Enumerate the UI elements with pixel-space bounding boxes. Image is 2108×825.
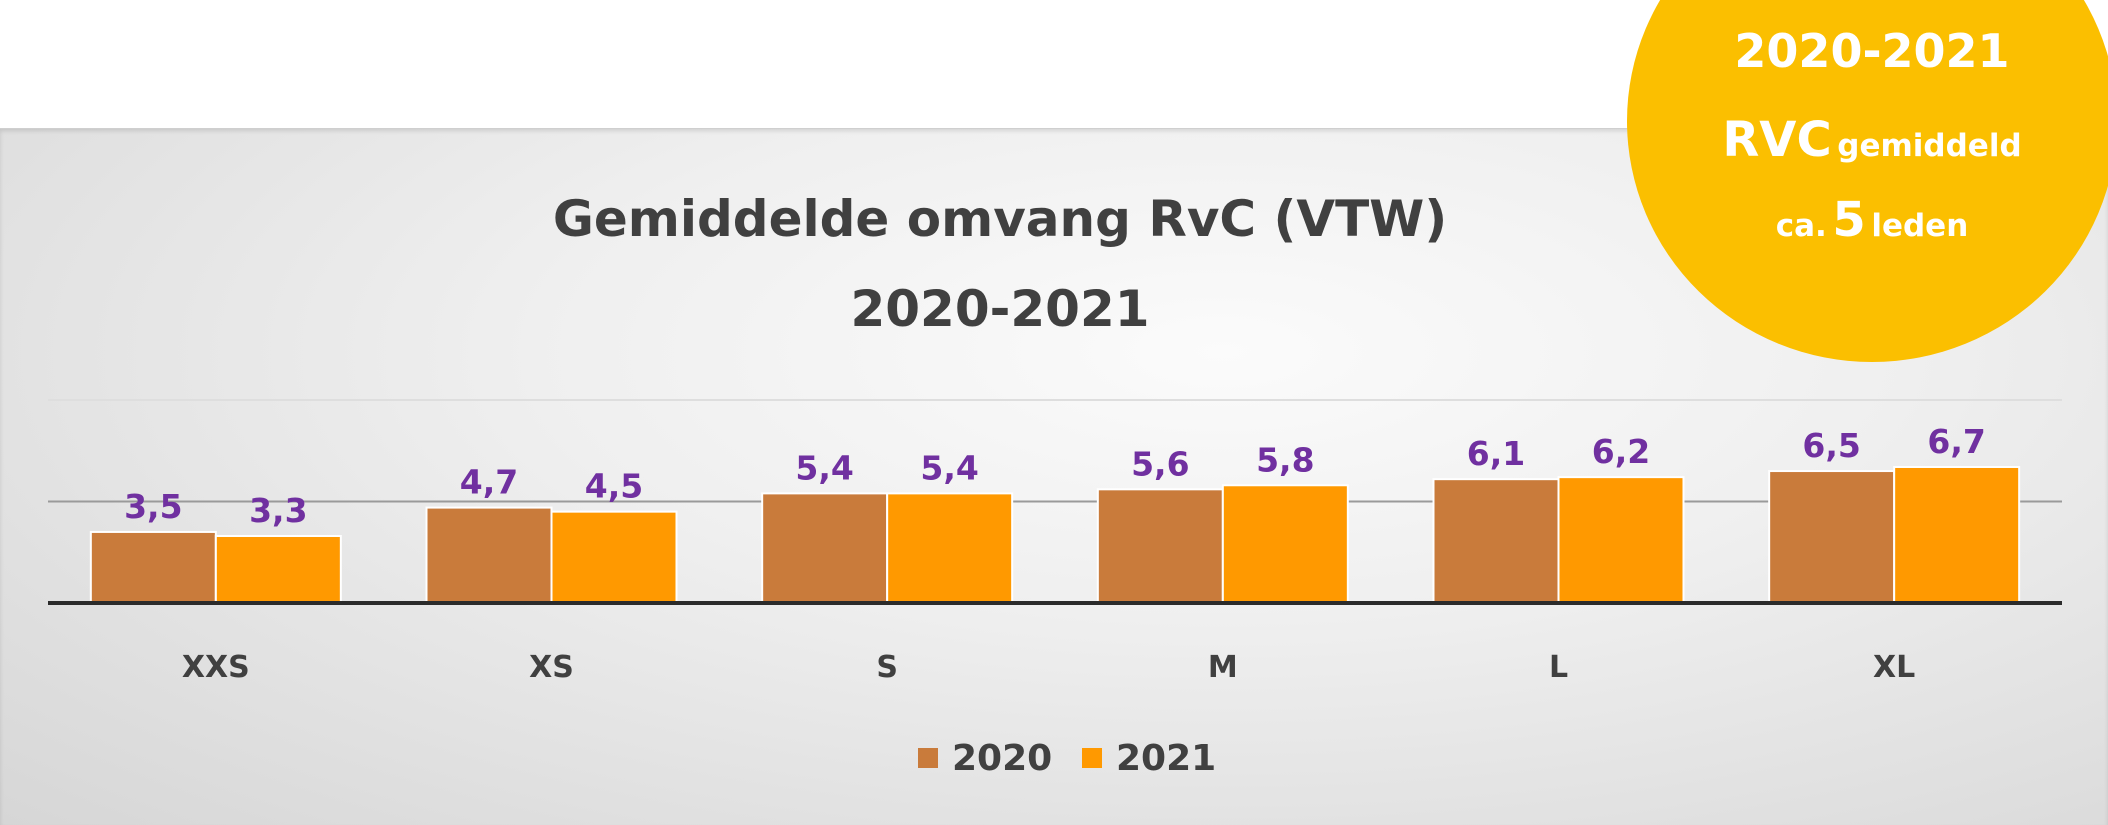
bar-2021-l <box>1557 476 1685 605</box>
badge-rvc: RVC <box>1722 112 1832 168</box>
bar-2021-xxs <box>214 535 342 605</box>
bar-2020-xl <box>1768 470 1896 604</box>
bar-2021-s <box>886 492 1014 605</box>
legend: 2020 2021 <box>918 738 1216 779</box>
bar-2020-xs <box>425 506 553 604</box>
category-label-xs: XS <box>529 650 574 685</box>
badge-members-line: ca. 5 leden <box>1627 192 2108 248</box>
bar-2020-s <box>761 492 889 605</box>
badge-gemiddeld: gemiddeld <box>1837 128 2022 164</box>
bar-2020-l <box>1432 478 1560 605</box>
category-label-xxs: XXS <box>182 650 250 685</box>
data-label-2020-l: 6,1 <box>1467 434 1525 473</box>
data-label-2021-l: 6,2 <box>1592 432 1650 471</box>
data-label-2021-xs: 4,5 <box>585 467 643 506</box>
legend-label-2021: 2021 <box>1116 738 1216 779</box>
data-label-2021-s: 5,4 <box>920 448 978 487</box>
bar-2021-xs <box>550 510 678 604</box>
badge-rvc-line: RVC gemiddeld <box>1627 112 2108 168</box>
chart-title-line2: 2020-2021 <box>850 280 1149 338</box>
bar-2021-xl <box>1893 465 2021 604</box>
data-label-2020-xl: 6,5 <box>1802 426 1860 465</box>
category-label-s: S <box>876 650 898 685</box>
legend-swatch-2021 <box>1082 748 1102 768</box>
category-label-l: L <box>1549 650 1568 685</box>
data-label-2020-s: 5,4 <box>795 448 853 487</box>
category-label-m: M <box>1208 650 1238 685</box>
data-label-2021-m: 5,8 <box>1256 440 1314 479</box>
badge-member-count: 5 <box>1832 192 1866 248</box>
category-label-xl: XL <box>1873 650 1915 685</box>
legend-swatch-2020 <box>918 748 938 768</box>
data-label-2021-xxs: 3,3 <box>249 491 307 530</box>
category-labels: XXS XS S M L XL <box>182 650 1915 685</box>
badge-leden: leden <box>1871 208 1969 244</box>
badge-years: 2020-2021 <box>1734 24 2010 78</box>
bar-2020-m <box>1096 488 1224 605</box>
bar-2021-m <box>1221 484 1349 605</box>
bar-2020-xxs <box>89 530 217 605</box>
data-label-2020-xs: 4,7 <box>460 463 518 502</box>
legend-label-2020: 2020 <box>952 738 1052 779</box>
data-label-2021-xl: 6,7 <box>1927 422 1985 461</box>
chart-title-line1: Gemiddelde omvang RvC (VTW) <box>553 190 1447 248</box>
data-labels: 3,5 3,3 4,7 4,5 5,4 5,4 5,6 5,8 6,1 6,2 6,5 6,7 <box>124 422 1986 530</box>
data-label-2020-xxs: 3,5 <box>124 487 182 526</box>
gridlines <box>48 399 2062 503</box>
badge-ca: ca. <box>1775 208 1827 244</box>
bars <box>89 465 2021 605</box>
data-label-2020-m: 5,6 <box>1131 444 1189 483</box>
